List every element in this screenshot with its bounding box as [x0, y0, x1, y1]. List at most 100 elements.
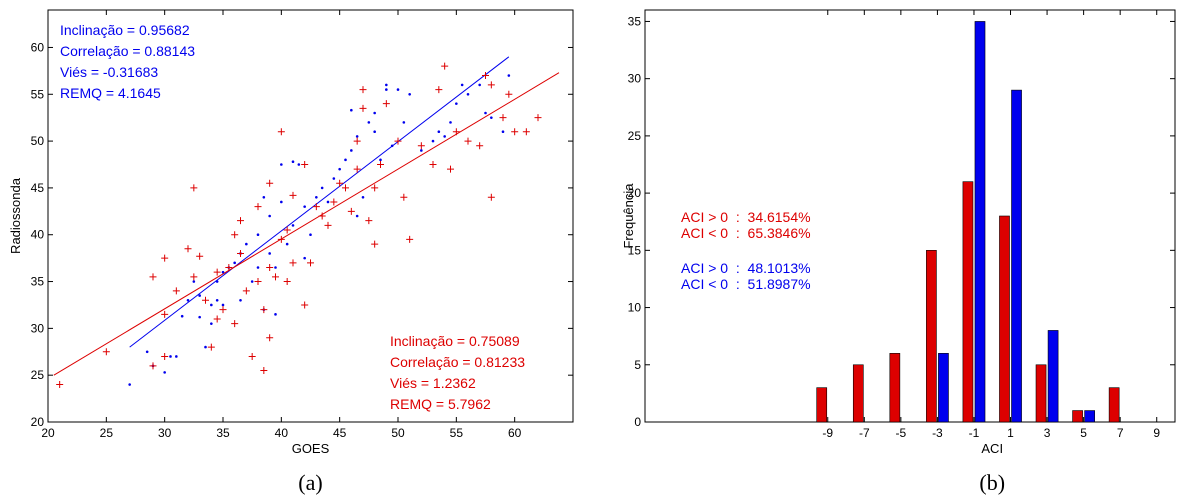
scatter-point-red — [272, 273, 279, 281]
scatter-fit-lines — [53, 56, 560, 376]
scatter-point-red — [487, 81, 495, 89]
y-tick-label: 15 — [628, 243, 642, 257]
scatter-point-red — [213, 268, 221, 276]
scatter-point-red — [377, 161, 384, 168]
scatter-point-blue — [233, 261, 236, 265]
histogram-x-axis-label: ACI — [981, 441, 1003, 456]
red-bar — [889, 353, 901, 423]
blue-stat-label: Viés = -0.31683 — [60, 64, 158, 80]
scatter-point-red — [172, 287, 180, 295]
scatter-point-red — [301, 161, 309, 168]
scatter-point-blue — [303, 256, 306, 260]
scatter-point-blue — [437, 130, 441, 134]
scatter-point-blue — [373, 111, 376, 115]
scatter-point-blue — [169, 355, 172, 358]
scatter-point-blue — [204, 345, 207, 349]
y-tick-label: 5 — [634, 358, 641, 372]
scatter-point-blue — [396, 88, 400, 91]
scatter-point-red — [254, 203, 262, 211]
x-tick-label: 30 — [158, 426, 172, 440]
scatter-panel: 20 25 30 35 40 45 50 55 60 20 25 30 35 40 45 50 55 60 Inc… — [8, 9, 574, 495]
scatter-point-blue — [350, 108, 353, 112]
scatter-point-red — [476, 142, 484, 150]
blue-stat-label: Inclinação = 0.95682 — [60, 22, 190, 38]
red-stat-label: REMQ = 5.7962 — [390, 396, 491, 412]
scatter-point-blue — [128, 383, 131, 386]
scatter-points — [56, 62, 542, 389]
scatter-point-red — [202, 296, 209, 304]
scatter-point-red — [359, 104, 367, 112]
scatter-point-blue — [245, 242, 248, 246]
histogram-annotations: ACI > 0 : 34.6154%ACI < 0 : 65.3846% ACI … — [681, 209, 811, 292]
scatter-point-blue — [455, 102, 458, 105]
scatter-point-red — [435, 86, 443, 94]
scatter-point-red — [482, 72, 489, 80]
x-tick-label: 7 — [1117, 426, 1124, 440]
red-stat-label: Correlação = 0.81233 — [390, 354, 525, 370]
scatter-point-blue — [175, 355, 178, 358]
scatter-point-red — [371, 184, 379, 192]
scatter-point-blue — [309, 233, 312, 237]
scatter-point-blue — [361, 195, 365, 199]
scatter-point-blue — [460, 83, 464, 87]
scatter-point-blue — [285, 242, 289, 246]
scatter-point-blue — [355, 214, 359, 218]
scatter-point-blue — [256, 266, 260, 269]
scatter-point-red — [353, 137, 361, 145]
scatter-point-red — [324, 221, 332, 229]
y-tick-label: 45 — [31, 181, 45, 195]
scatter-point-red — [336, 179, 344, 187]
blue-aci-label: ACI < 0 : 51.8987% — [681, 276, 811, 292]
red-aci-label: ACI > 0 : 34.6154% — [681, 209, 811, 225]
blue-bar — [974, 21, 986, 423]
scatter-point-red — [534, 114, 542, 122]
scatter-point-red — [161, 254, 169, 262]
scatter-point-red — [289, 191, 297, 199]
red-bar — [816, 387, 828, 423]
x-tick-label: 35 — [216, 426, 230, 440]
x-tick-label: 50 — [391, 426, 405, 440]
scatter-point-red — [487, 193, 495, 201]
red-bar — [999, 215, 1010, 423]
scatter-point-red — [406, 235, 414, 243]
scatter-point-red — [464, 137, 472, 145]
scatter-point-red — [213, 315, 221, 323]
scatter-point-blue — [350, 149, 353, 152]
scatter-point-red — [196, 252, 204, 260]
x-tick-label: 60 — [508, 426, 522, 440]
scatter-point-red — [149, 362, 157, 370]
scatter-point-red — [283, 226, 291, 234]
scatter-point-red — [511, 128, 519, 136]
blue-bar — [938, 353, 949, 423]
y-tick-label: 30 — [31, 321, 45, 335]
scatter-point-red — [429, 161, 437, 168]
x-tick-label: -3 — [932, 426, 943, 440]
scatter-point-blue — [303, 205, 306, 208]
scatter-point-red — [225, 264, 233, 271]
scatter-point-blue — [420, 149, 423, 152]
scatter-point-red — [207, 343, 215, 351]
x-tick-label: 3 — [1044, 426, 1051, 440]
blue-bar — [1047, 330, 1059, 423]
scatter-point-red — [417, 142, 425, 150]
scatter-point-blue — [145, 350, 149, 354]
blue-fit-line — [129, 56, 510, 348]
scatter-point-blue — [163, 371, 166, 374]
x-tick-label: -7 — [859, 426, 870, 440]
x-tick-label: -1 — [969, 426, 980, 440]
scatter-point-red — [312, 203, 320, 211]
scatter-point-red — [237, 217, 244, 225]
scatter-point-blue — [250, 280, 254, 283]
scatter-point-red — [190, 184, 198, 192]
scatter-point-blue — [256, 233, 260, 237]
red-bar — [962, 181, 974, 423]
scatter-point-red — [161, 310, 169, 318]
scatter-point-blue — [344, 158, 347, 162]
scatter-point-blue — [280, 163, 283, 166]
y-tick-label: 20 — [31, 415, 45, 429]
scatter-point-red — [394, 137, 402, 145]
scatter-point-red — [499, 114, 507, 122]
histogram-caption: (b) — [979, 470, 1005, 495]
y-tick-label: 20 — [628, 186, 642, 200]
scatter-point-blue — [443, 135, 446, 138]
